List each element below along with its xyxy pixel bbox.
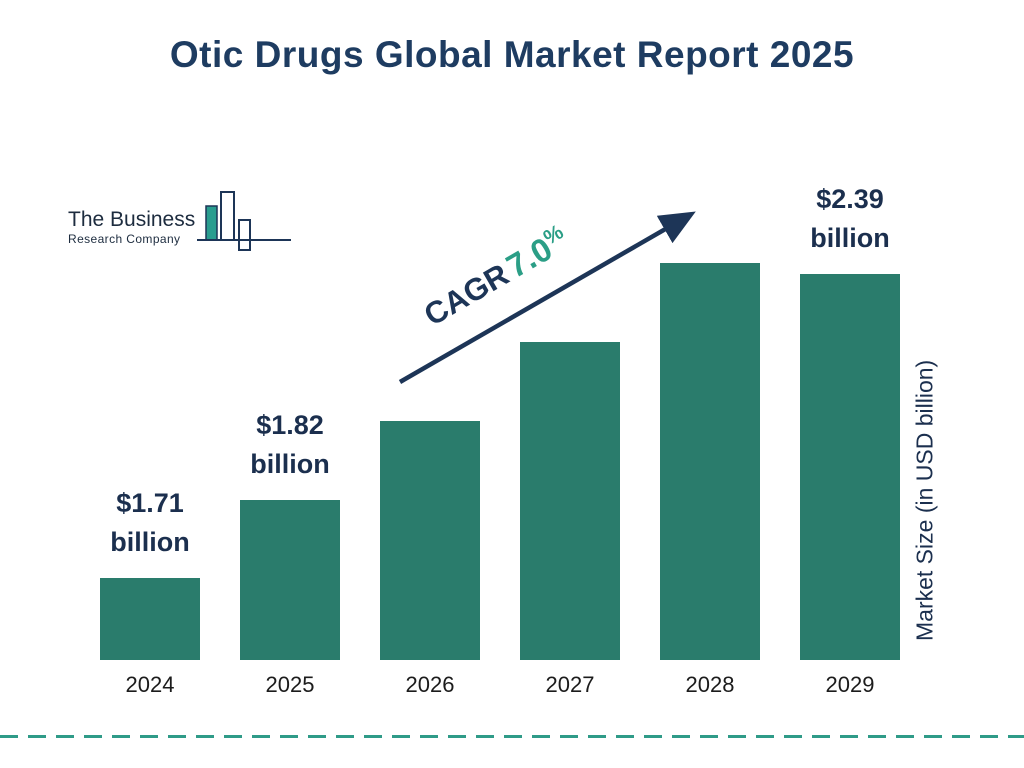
y-axis-label: Market Size (in USD billion) [911,359,938,641]
logo-subname-line: Research Company [68,232,181,246]
bar-column-2029: $2.39 billion 2029 [800,180,900,698]
bar-column-2026: 2026 [380,180,480,698]
x-tick-2028: 2028 [685,672,735,697]
bar-2028 [660,263,760,660]
company-logo-icon [197,191,292,251]
bar-2026 [380,421,480,660]
bottom-dashed-divider [0,735,1024,738]
x-tick-2029: 2029 [825,672,875,697]
bar-value-label-2024: $1.71 billion [110,487,190,557]
bar-2025 [240,500,340,660]
logo-name-line: The Business [68,208,196,231]
x-tick-2027: 2027 [545,672,595,697]
x-tick-2025: 2025 [265,672,315,697]
page-title: Otic Drugs Global Market Report 2025 [169,34,855,75]
bar-value-label-2025: $1.82 billion [250,409,330,479]
bar-2029 [800,274,900,660]
x-tick-2026: 2026 [405,672,455,697]
bar-2024 [100,578,200,660]
bar-value-label-2029: $2.39 billion [810,184,890,254]
company-logo: The Business Research Company [68,182,293,258]
bar-column-2027: 2027 [520,180,620,698]
bar-column-2028: 2028 [660,180,760,698]
bar-2027 [520,342,620,660]
bar-column-2025: $1.82 billion 2025 [240,180,340,698]
bar-column-2024: $1.71 billion 2024 [100,180,200,698]
x-tick-2024: 2024 [125,672,175,697]
company-logo-text: The Business Research Company [68,208,195,258]
